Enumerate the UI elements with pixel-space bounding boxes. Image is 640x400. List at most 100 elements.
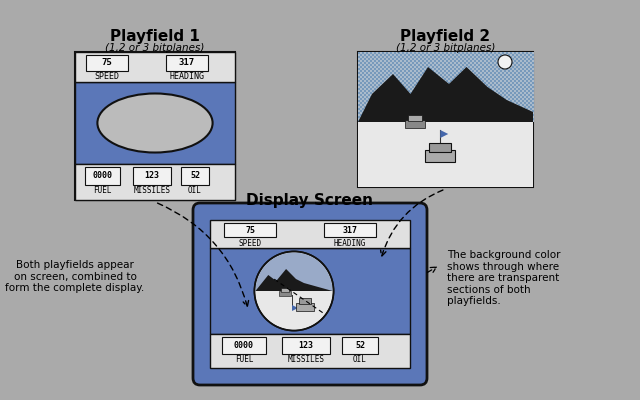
Bar bbox=[388, 86, 390, 88]
Text: OIL: OIL bbox=[353, 355, 367, 364]
Bar bbox=[404, 118, 406, 120]
Bar bbox=[462, 62, 464, 64]
Bar bbox=[516, 58, 518, 60]
Bar bbox=[420, 102, 422, 104]
Bar bbox=[362, 66, 364, 68]
Bar bbox=[492, 62, 494, 64]
Bar bbox=[392, 56, 394, 58]
Bar bbox=[482, 110, 484, 112]
Bar bbox=[362, 72, 364, 74]
Bar bbox=[482, 70, 484, 72]
Bar bbox=[412, 90, 414, 92]
Bar bbox=[432, 54, 434, 56]
Bar bbox=[514, 106, 516, 108]
Bar bbox=[380, 106, 382, 108]
Bar bbox=[526, 96, 528, 98]
Bar bbox=[394, 52, 396, 54]
Bar bbox=[382, 120, 384, 122]
Bar bbox=[382, 96, 384, 98]
Bar bbox=[492, 52, 494, 54]
Bar bbox=[520, 104, 522, 106]
Bar bbox=[500, 58, 502, 60]
Bar bbox=[514, 58, 516, 60]
Bar bbox=[466, 100, 468, 102]
Bar bbox=[520, 82, 522, 84]
Bar bbox=[484, 108, 486, 110]
Bar bbox=[388, 82, 390, 84]
Bar bbox=[416, 104, 418, 106]
Bar bbox=[420, 62, 422, 64]
Bar bbox=[408, 94, 410, 96]
Bar bbox=[362, 96, 364, 98]
Bar bbox=[430, 110, 432, 112]
Bar bbox=[412, 116, 414, 118]
Bar bbox=[532, 96, 534, 98]
Bar bbox=[450, 86, 452, 88]
Bar bbox=[406, 90, 408, 92]
Bar bbox=[490, 80, 492, 82]
Bar bbox=[526, 68, 528, 70]
Bar bbox=[390, 62, 392, 64]
Bar bbox=[494, 88, 496, 90]
Bar bbox=[526, 56, 528, 58]
Bar bbox=[396, 54, 398, 56]
Bar bbox=[404, 72, 406, 74]
Bar bbox=[428, 92, 430, 94]
Bar bbox=[376, 112, 378, 114]
Bar bbox=[444, 70, 446, 72]
Bar bbox=[424, 76, 426, 78]
Bar bbox=[488, 82, 490, 84]
Bar bbox=[426, 58, 428, 60]
Bar bbox=[406, 112, 408, 114]
Bar bbox=[390, 114, 392, 116]
Bar bbox=[422, 64, 424, 66]
Bar bbox=[446, 78, 448, 80]
Bar bbox=[500, 106, 502, 108]
Bar bbox=[446, 58, 448, 60]
Bar bbox=[494, 96, 496, 98]
Bar bbox=[516, 66, 518, 68]
Bar bbox=[490, 62, 492, 64]
Bar bbox=[392, 114, 394, 116]
Bar bbox=[368, 106, 370, 108]
Bar bbox=[362, 88, 364, 90]
Bar bbox=[506, 116, 508, 118]
Bar bbox=[394, 88, 396, 90]
Bar bbox=[378, 72, 380, 74]
Bar bbox=[456, 60, 458, 62]
Bar bbox=[412, 80, 414, 82]
Bar bbox=[392, 120, 394, 122]
Bar bbox=[410, 90, 412, 92]
Bar bbox=[472, 96, 474, 98]
Bar bbox=[446, 72, 448, 74]
Bar bbox=[400, 58, 402, 60]
Bar bbox=[414, 98, 416, 100]
Bar bbox=[508, 80, 510, 82]
Bar bbox=[520, 118, 522, 120]
Bar bbox=[476, 118, 478, 120]
Bar bbox=[452, 108, 454, 110]
Bar bbox=[382, 104, 384, 106]
Bar bbox=[408, 80, 410, 82]
Bar bbox=[456, 84, 458, 86]
Bar bbox=[370, 120, 372, 122]
Bar bbox=[476, 66, 478, 68]
Bar bbox=[422, 106, 424, 108]
Bar bbox=[524, 52, 526, 54]
Bar bbox=[390, 84, 392, 86]
Bar bbox=[376, 120, 378, 122]
Bar bbox=[360, 60, 362, 62]
Bar bbox=[476, 94, 478, 96]
Bar bbox=[442, 108, 444, 110]
Bar bbox=[474, 72, 476, 74]
Bar bbox=[462, 72, 464, 74]
Bar bbox=[470, 116, 472, 118]
Bar bbox=[474, 82, 476, 84]
Bar bbox=[514, 64, 516, 66]
Bar bbox=[478, 78, 480, 80]
Bar bbox=[358, 102, 360, 104]
Bar bbox=[398, 116, 400, 118]
Bar bbox=[450, 118, 452, 120]
Bar bbox=[462, 120, 464, 122]
Bar bbox=[408, 70, 410, 72]
